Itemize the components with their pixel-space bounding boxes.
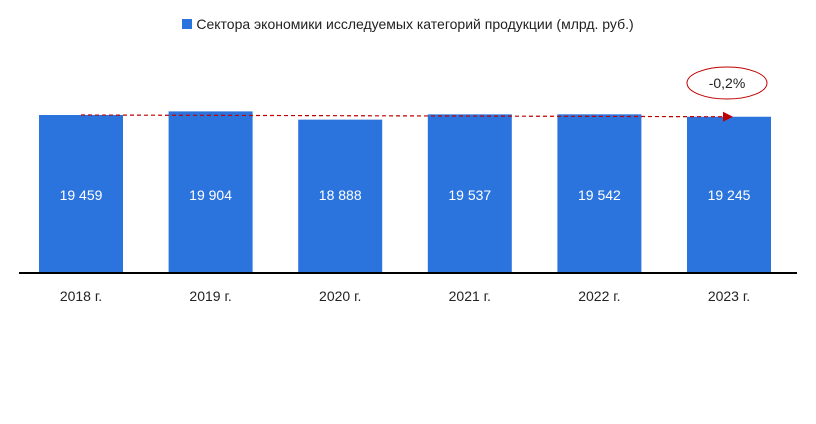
bar-0 bbox=[39, 115, 123, 273]
trend-arrow-line bbox=[80, 114, 724, 118]
change-annotation-ellipse bbox=[686, 66, 768, 100]
legend: Сектора экономики исследуемых категорий … bbox=[0, 16, 816, 32]
bar-5 bbox=[687, 116, 771, 273]
bar-value-label-2: 18 888 bbox=[319, 187, 362, 203]
bar-value-label-3: 19 537 bbox=[448, 187, 491, 203]
bar-4 bbox=[557, 114, 642, 273]
bar-value-label-5: 19 245 bbox=[708, 187, 751, 203]
legend-swatch bbox=[182, 19, 193, 29]
bar-value-label-4: 19 542 bbox=[578, 187, 621, 203]
bar-1 bbox=[168, 111, 253, 273]
category-label-0: 2018 г. bbox=[60, 288, 102, 304]
category-label-3: 2021 г. bbox=[449, 288, 491, 304]
category-label-5: 2023 г. bbox=[708, 288, 750, 304]
bar-2 bbox=[298, 119, 383, 273]
trend-arrowhead bbox=[723, 111, 733, 122]
category-label-2: 2020 г. bbox=[319, 288, 361, 304]
category-label-1: 2019 г. bbox=[189, 288, 231, 304]
category-label-4: 2022 г. bbox=[578, 288, 620, 304]
change-annotation-text: -0,2% bbox=[709, 75, 746, 91]
bar-value-label-1: 19 904 bbox=[189, 187, 232, 203]
bar-value-label-0: 19 459 bbox=[60, 187, 103, 203]
legend-label: Сектора экономики исследуемых категорий … bbox=[196, 16, 634, 32]
bar-3 bbox=[427, 114, 512, 273]
